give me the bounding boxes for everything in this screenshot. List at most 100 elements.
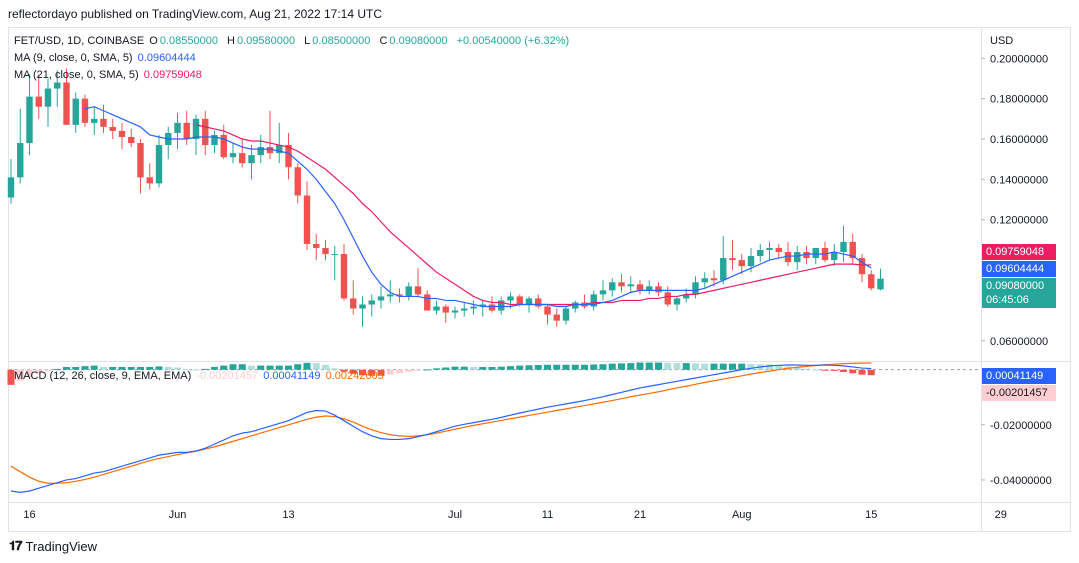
macd-histogram-bar — [655, 362, 662, 370]
macd-histogram-bar — [44, 369, 52, 372]
macd-histogram-bar — [183, 369, 191, 371]
macd-histogram-bar — [766, 364, 773, 370]
macd-histogram-bar — [285, 365, 292, 370]
macd-tick-label: -0.02000000 — [990, 420, 1052, 432]
open-value: 0.08550000 — [159, 35, 218, 47]
candle-body — [627, 284, 634, 287]
candle-body — [738, 260, 745, 267]
candle-body — [507, 296, 514, 301]
candle-body — [858, 258, 866, 275]
candle-body — [202, 118, 209, 146]
candle-body — [701, 278, 708, 283]
macd-histogram-bar — [507, 366, 514, 370]
candle-body — [461, 308, 468, 311]
high-label: H — [227, 35, 235, 47]
candle-body — [646, 286, 653, 291]
candle-body — [655, 286, 662, 293]
macd-histogram-bar — [840, 369, 847, 372]
candle-body — [553, 314, 560, 321]
macd-histogram-bar — [470, 366, 477, 370]
macd-histogram-bar — [275, 365, 283, 370]
time-axis-label: 16 — [23, 509, 35, 521]
tradingview-footer[interactable]: 𝟏𝟕 TradingView — [9, 538, 97, 554]
macd-histogram-bar — [460, 366, 468, 370]
candle-body — [100, 118, 107, 127]
candle-body — [368, 300, 375, 305]
macd-histogram-bar — [53, 368, 61, 370]
ma21-legend[interactable]: MA (21, close, 0, SMA, 5) 0.09759048 — [14, 69, 204, 81]
macd-histogram-bar — [174, 367, 181, 370]
macd-histogram-bar — [322, 364, 329, 370]
candle-body — [54, 82, 61, 89]
candle-body — [35, 96, 42, 107]
macd-histogram-bar — [710, 363, 718, 370]
candle-body — [109, 126, 116, 131]
candle-body — [81, 98, 89, 123]
candle-body — [229, 153, 237, 158]
countdown-tag: 06:45:06 — [982, 292, 1056, 308]
macd-histogram-bar — [692, 363, 699, 370]
candle-body — [572, 302, 579, 309]
macd-histogram-bar — [479, 366, 487, 370]
macd-label: MACD (12, 26, close, 9, EMA, EMA) — [14, 370, 192, 382]
macd-histogram-bar — [26, 369, 33, 377]
candle-body — [868, 274, 875, 289]
candle-body — [350, 298, 357, 309]
time-axis-label: Jul — [448, 509, 462, 521]
candle-body — [599, 290, 607, 295]
macd-histogram-bar — [534, 365, 542, 370]
candle-body — [7, 177, 15, 198]
time-axis-label: 15 — [865, 509, 877, 521]
macd-histogram-bar — [812, 369, 820, 371]
macd-line — [10, 364, 872, 493]
macd-histogram-bar — [35, 369, 43, 374]
macd-histogram-bar — [729, 363, 736, 370]
macd-histogram-bar — [830, 369, 838, 371]
macd-histogram-bar — [497, 366, 505, 370]
open-label: O — [149, 35, 158, 47]
candle-body — [766, 247, 773, 250]
candle-body — [183, 122, 190, 139]
symbol-legend[interactable]: FET/USD, 1D, COINBASE O 0.08550000 H 0.095… — [14, 35, 571, 47]
candle-body — [479, 304, 486, 307]
candle-body — [747, 256, 755, 267]
macd-histogram-bar — [627, 363, 635, 370]
candle-body — [276, 145, 283, 154]
macd-histogram-bar — [220, 365, 228, 370]
close-value: 0.09080000 — [389, 35, 448, 47]
ma21-price-tag: 0.09759048 — [982, 244, 1056, 260]
macd-legend[interactable]: MACD (12, 26, close, 9, EMA, EMA) -0.002… — [14, 370, 386, 382]
candle-body — [618, 282, 625, 287]
macd-histogram-bar — [377, 369, 385, 376]
macd-histogram-bar — [645, 362, 653, 370]
candle-body — [405, 286, 412, 297]
macd-signal-value: 0.00242605 — [325, 370, 384, 382]
candle-body — [26, 96, 33, 144]
macd-histogram-bar — [368, 369, 376, 376]
macd-histogram-bar — [312, 363, 320, 370]
candle-body — [91, 118, 98, 123]
candle-body — [775, 247, 782, 253]
candle-body — [63, 82, 70, 125]
symbol-name: FET/USD, 1D, COINBASE — [14, 35, 145, 47]
high-value: 0.09580000 — [236, 35, 296, 47]
time-axis-label: 29 — [995, 509, 1007, 521]
candle-body — [377, 296, 385, 301]
low-label: L — [304, 35, 311, 47]
macd-histogram-bar — [100, 366, 107, 370]
candle-body — [313, 243, 320, 248]
price-tick-label: 0.20000000 — [990, 53, 1048, 65]
close-label: C — [379, 35, 388, 47]
candle-body — [710, 278, 718, 281]
price-tick-label: 0.18000000 — [990, 94, 1048, 106]
macd-histogram-bar — [618, 363, 625, 370]
macd-histogram-bar — [821, 369, 829, 371]
ma9-legend[interactable]: MA (9, close, 0, SMA, 5) 0.09604444 — [14, 52, 198, 64]
macd-histogram-bar — [155, 366, 163, 370]
macd-histogram-bar — [451, 366, 459, 370]
macd-histogram-bar — [747, 363, 755, 370]
macd-histogram-bar — [257, 365, 265, 370]
candle-body — [664, 292, 671, 305]
ma21-label: MA (21, close, 0, SMA, 5) — [14, 69, 139, 81]
